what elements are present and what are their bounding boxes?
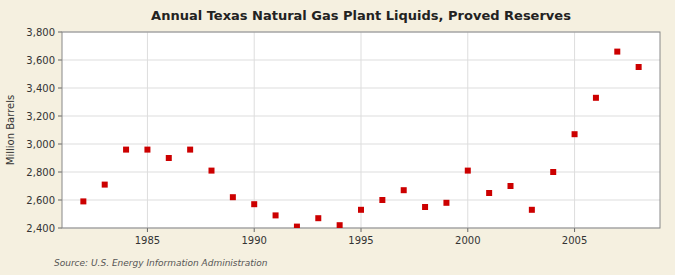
y-tick-label: 3,600 bbox=[26, 55, 55, 66]
point bbox=[379, 197, 385, 203]
x-grid-line bbox=[361, 32, 362, 228]
x-tick-label: 1990 bbox=[241, 235, 266, 246]
point bbox=[358, 207, 364, 213]
point bbox=[230, 194, 236, 200]
chart: 2,400 2,600 2,800 3,000 3,200 3,400 3,600 3,800… bbox=[0, 0, 675, 275]
x-grid-line bbox=[254, 32, 255, 228]
x-grid-line bbox=[147, 32, 148, 228]
point bbox=[166, 155, 172, 161]
x-grid-line bbox=[467, 32, 468, 228]
y-tick-label: 3,000 bbox=[26, 139, 55, 150]
point bbox=[593, 95, 599, 101]
point bbox=[508, 183, 514, 189]
plot-frame bbox=[62, 32, 660, 228]
y-tick bbox=[58, 88, 62, 89]
point bbox=[614, 49, 620, 55]
y-tick-label: 3,400 bbox=[26, 83, 55, 94]
y-tick bbox=[58, 200, 62, 201]
y-tick-label: 3,800 bbox=[26, 27, 55, 38]
y-tick-label: 2,800 bbox=[26, 167, 55, 178]
x-tick bbox=[574, 228, 575, 232]
point bbox=[443, 200, 449, 206]
points bbox=[80, 49, 641, 228]
plot-area bbox=[62, 32, 660, 228]
point bbox=[273, 212, 279, 218]
y-tick bbox=[58, 228, 62, 229]
point bbox=[486, 190, 492, 196]
y-tick bbox=[58, 32, 62, 33]
y-tick bbox=[58, 172, 62, 173]
point bbox=[144, 147, 150, 153]
point bbox=[123, 147, 129, 153]
point bbox=[422, 204, 428, 210]
y-tick bbox=[58, 60, 62, 61]
x-tick-label: 1985 bbox=[135, 235, 160, 246]
point bbox=[337, 222, 343, 228]
point bbox=[572, 131, 578, 137]
y-tick bbox=[58, 116, 62, 117]
point bbox=[401, 187, 407, 193]
y-axis-label: Million Barrels bbox=[5, 95, 16, 165]
point bbox=[550, 169, 556, 175]
point bbox=[80, 198, 86, 204]
point bbox=[294, 224, 300, 228]
point bbox=[636, 64, 642, 70]
y-tick-label: 3,200 bbox=[26, 111, 55, 122]
point bbox=[102, 182, 108, 188]
x-tick bbox=[254, 228, 255, 232]
x-tick-label: 2000 bbox=[455, 235, 480, 246]
point bbox=[209, 168, 215, 174]
x-tick bbox=[467, 228, 468, 232]
y-tick-label: 2,400 bbox=[26, 223, 55, 234]
y-tick-label: 2,600 bbox=[26, 195, 55, 206]
x-tick-label: 2005 bbox=[562, 235, 587, 246]
y-tick bbox=[58, 144, 62, 145]
title: Annual Texas Natural Gas Plant Liquids, … bbox=[151, 8, 571, 23]
point bbox=[251, 201, 257, 207]
point bbox=[187, 147, 193, 153]
point bbox=[529, 207, 535, 213]
x-grid-line bbox=[574, 32, 575, 228]
point bbox=[465, 168, 471, 174]
point bbox=[315, 215, 321, 221]
x-tick bbox=[361, 228, 362, 232]
source-note: Source: U.S. Energy Information Administ… bbox=[54, 258, 268, 268]
x-tick bbox=[147, 228, 148, 232]
x-tick-label: 1995 bbox=[348, 235, 373, 246]
